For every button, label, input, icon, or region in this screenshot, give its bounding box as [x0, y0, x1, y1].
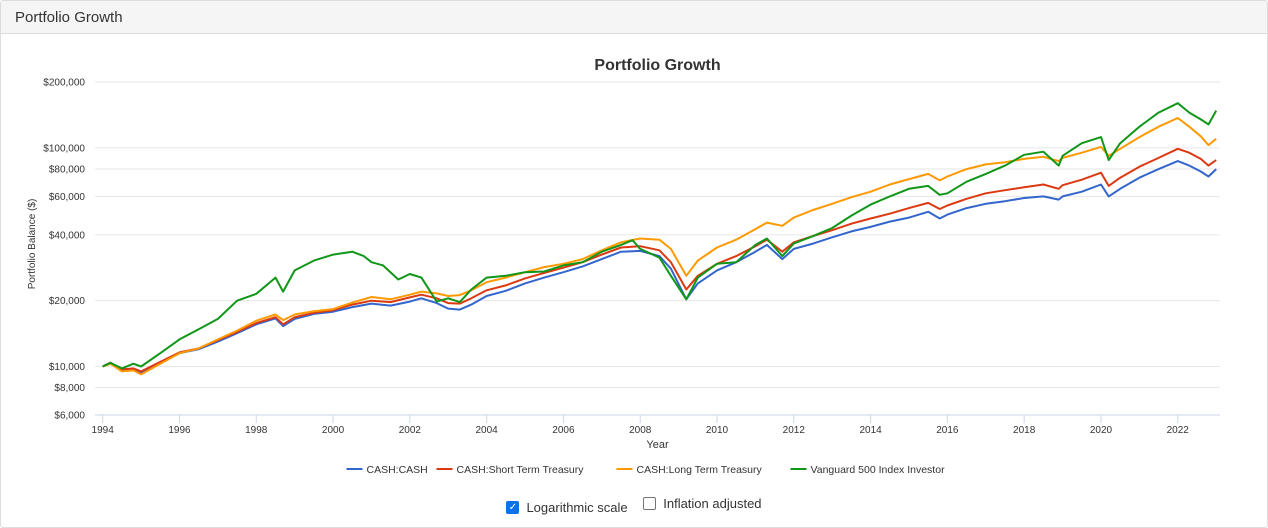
x-tick-label: 2022 [1167, 425, 1190, 436]
legend-label-2: CASH:Long Term Treasury [637, 464, 763, 476]
x-tick-label: 2018 [1013, 425, 1036, 436]
inflation-adjusted-checkbox[interactable] [643, 497, 657, 510]
x-tick-label: 2008 [629, 425, 652, 436]
x-tick-label: 2020 [1090, 425, 1113, 436]
panel-header: Portfolio Growth [1, 1, 1267, 34]
x-tick-label: 2010 [706, 425, 729, 436]
x-tick-label: 2000 [322, 425, 345, 436]
y-tick-label: $200,000 [43, 78, 85, 89]
y-tick-label: $80,000 [49, 165, 86, 176]
chart-title: Portfolio Growth [594, 57, 720, 74]
chart-controls: ✓ Logarithmic scale Inflation adjusted [0, 496, 1268, 515]
log-scale-label: Logarithmic scale [526, 500, 628, 515]
x-tick-label: 1996 [168, 425, 191, 436]
x-tick-label: 2006 [552, 425, 575, 436]
y-tick-label: $10,000 [49, 362, 86, 373]
checkmark-icon: ✓ [508, 502, 518, 513]
log-scale-checkbox[interactable]: ✓ [506, 501, 520, 514]
x-tick-label: 2002 [399, 425, 422, 436]
log-scale-toggle[interactable]: ✓ Logarithmic scale [506, 500, 628, 515]
series-line-0 [102, 160, 1217, 374]
y-tick-label: $8,000 [54, 383, 85, 394]
x-tick-label: 2016 [936, 425, 959, 436]
y-tick-label: $100,000 [43, 143, 85, 154]
x-tick-label: 1994 [92, 425, 115, 436]
legend-label-0: CASH:CASH [367, 464, 428, 476]
x-tick-label: 2012 [783, 425, 806, 436]
y-tick-label: $60,000 [49, 192, 86, 203]
series-line-3 [102, 102, 1218, 370]
y-tick-label: $40,000 [49, 230, 86, 241]
series-line-1 [102, 147, 1217, 373]
x-tick-label: 2014 [859, 425, 882, 436]
x-tick-label: 1998 [245, 425, 268, 436]
y-axis-title: Portfolio Balance ($) [27, 199, 38, 290]
y-tick-label: $20,000 [49, 296, 86, 307]
inflation-adjusted-toggle[interactable]: Inflation adjusted [643, 496, 762, 511]
y-tick-label: $6,000 [54, 411, 85, 422]
x-tick-label: 2004 [476, 425, 499, 436]
x-axis-title: Year [646, 439, 669, 451]
portfolio-growth-chart: Portfolio Growth $6,000 $8,000 $10,000 $20,0… [27, 57, 1220, 476]
legend-label-1: CASH:Short Term Treasury [457, 464, 585, 476]
inflation-adjusted-label: Inflation adjusted [663, 496, 762, 511]
legend-label-3: Vanguard 500 Index Investor [811, 464, 946, 476]
panel-title: Portfolio Growth [15, 9, 123, 26]
